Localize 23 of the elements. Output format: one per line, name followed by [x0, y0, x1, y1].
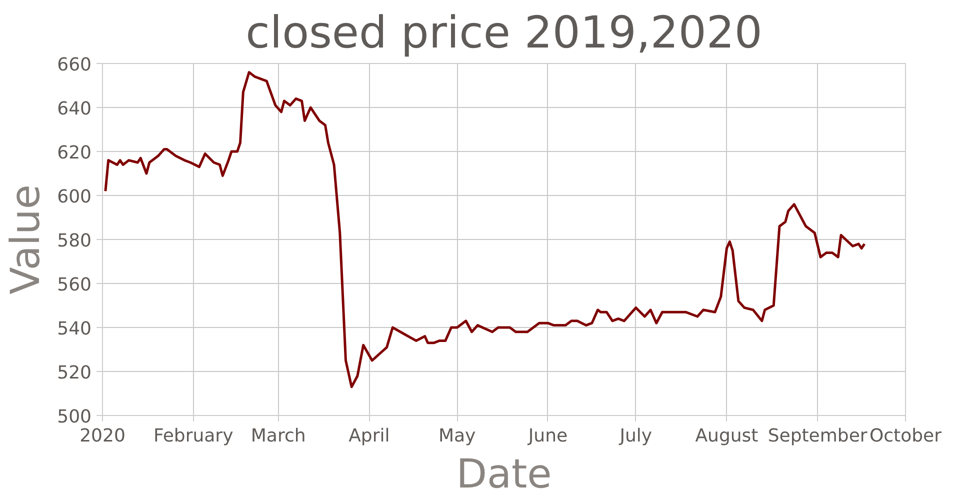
x-tick-label: September — [768, 426, 868, 446]
y-tick-label: 620 — [57, 142, 92, 164]
y-tick-label: 560 — [57, 274, 92, 296]
y-tick-label: 540 — [57, 318, 92, 340]
x-tick-label: May — [438, 426, 476, 446]
y-tick-label: 640 — [57, 98, 92, 120]
y-tick-label: 660 — [57, 54, 92, 76]
y-axis-title: Value — [3, 184, 50, 294]
y-tick-label: 500 — [57, 406, 92, 428]
x-tick-label: 2020 — [80, 426, 126, 446]
x-tick-label: July — [618, 426, 652, 446]
x-axis-title: Date — [456, 452, 552, 498]
x-tick-label: August — [695, 426, 758, 446]
x-tick-label: March — [250, 426, 306, 446]
y-tick-label: 580 — [57, 230, 92, 252]
x-tick-label: February — [153, 426, 234, 446]
y-tick-label: 600 — [57, 186, 92, 208]
x-tick-label: October — [869, 426, 942, 446]
y-tick-label: 520 — [57, 362, 92, 384]
chart-title: closed price 2019,2020 — [246, 8, 762, 58]
x-tick-label: June — [527, 426, 568, 446]
line-series — [104, 71, 866, 388]
x-tick-label: April — [348, 426, 390, 446]
